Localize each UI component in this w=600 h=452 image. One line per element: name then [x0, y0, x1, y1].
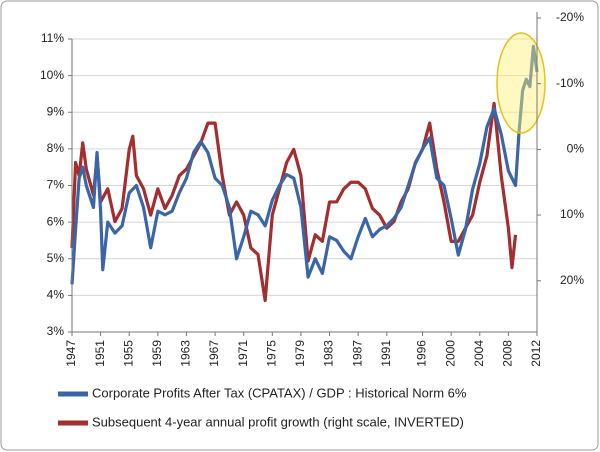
x-tick-label: 1947 [64, 340, 78, 367]
highlight-ellipse [496, 32, 546, 134]
x-tick-label: 2000 [443, 340, 457, 367]
y2-tick-label: 10% [560, 207, 584, 221]
y-tick-label: 6% [47, 214, 65, 228]
x-tick-label: 1959 [150, 340, 164, 367]
y-tick-label: 3% [47, 324, 65, 338]
y2-tick-label: 0% [567, 142, 585, 156]
legend-label: Corporate Profits After Tax (CPATAX) / G… [92, 385, 467, 400]
x-tick-label: 1996 [415, 340, 429, 367]
y2-tick-label: -20% [556, 10, 584, 24]
x-tick-label: 2012 [529, 340, 543, 367]
x-tick-label: 1975 [264, 340, 278, 367]
legend: Corporate Profits After Tax (CPATAX) / G… [58, 385, 467, 429]
x-tick-label: 2008 [501, 340, 515, 367]
y-tick-label: 11% [41, 31, 64, 45]
series-line [70, 44, 539, 285]
x-tick-label: 1967 [207, 340, 221, 367]
axes: 3% 4% 5% 6% 7% 8% 9% 10% 11% -20% -10% 0% 10% 20% 1947… [40, 10, 584, 367]
y-tick-label: 8% [47, 141, 65, 155]
x-tick-label: 1983 [322, 340, 336, 367]
y2-tick-label: 20% [560, 273, 584, 287]
x-tick-label: 1991 [379, 340, 393, 367]
x-tick-label: 1979 [293, 340, 307, 367]
plot-lines [70, 44, 539, 303]
y-tick-label: 10% [40, 68, 64, 82]
x-tick-label: 1963 [179, 340, 193, 367]
x-tick-label: 1951 [93, 340, 107, 367]
x-tick-label: 1987 [350, 340, 364, 367]
y-tick-label: 9% [47, 104, 65, 118]
x-tick-label: 1971 [236, 340, 250, 367]
y-tick-label: 5% [47, 251, 65, 265]
y-tick-label: 7% [47, 178, 65, 192]
series-line [70, 101, 518, 303]
x-tick-label: 1955 [121, 340, 135, 367]
y-tick-label: 4% [47, 288, 65, 302]
y2-tick-label: -10% [556, 76, 584, 90]
x-tick-label: 2004 [472, 340, 486, 367]
legend-label: Subsequent 4-year annual profit growth (… [92, 414, 464, 429]
